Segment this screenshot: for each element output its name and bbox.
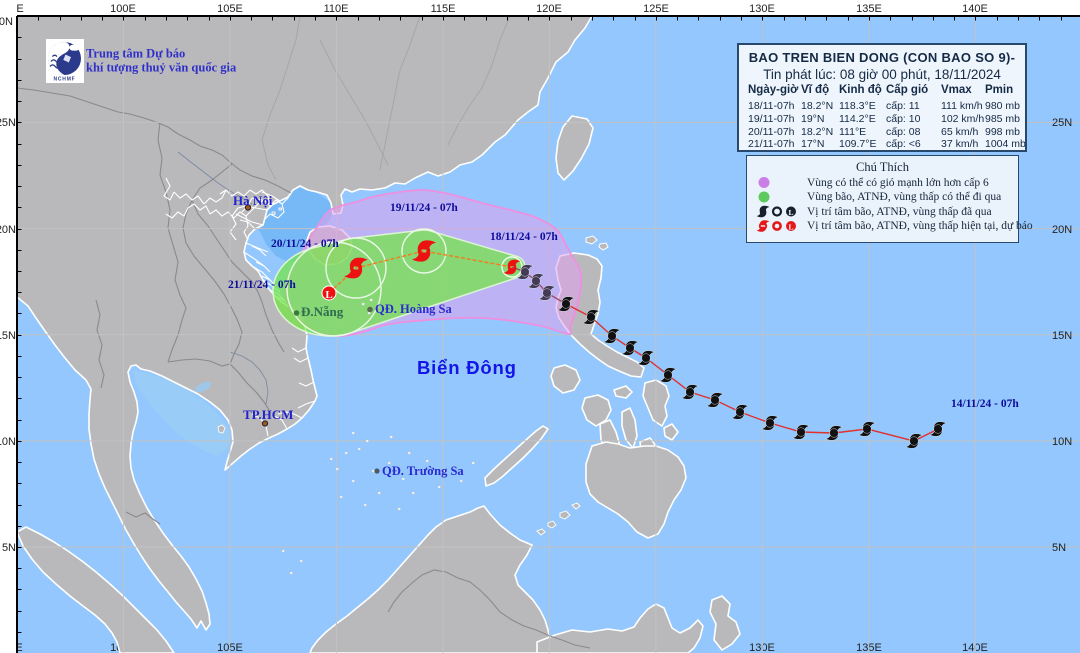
- svg-text:10N: 10N: [0, 436, 16, 448]
- svg-text:15N: 15N: [0, 330, 16, 342]
- svg-text:NCHMF: NCHMF: [53, 77, 75, 83]
- svg-text:20N: 20N: [0, 224, 16, 236]
- svg-text:QĐ. Hoàng Sa: QĐ. Hoàng Sa: [375, 302, 453, 316]
- svg-text:30N: 30N: [0, 16, 13, 28]
- svg-text:14/11/24 - 07h: 14/11/24 - 07h: [951, 398, 1019, 410]
- svg-text:khí tượng thuỷ văn quốc gia: khí tượng thuỷ văn quốc gia: [86, 61, 237, 75]
- svg-text:21/11/24 - 07h: 21/11/24 - 07h: [228, 279, 296, 291]
- svg-text:115E: 115E: [431, 3, 456, 15]
- svg-text:120E: 120E: [536, 3, 562, 15]
- svg-text:5N: 5N: [2, 542, 16, 554]
- svg-text:25N: 25N: [0, 117, 16, 129]
- svg-text:Đ.Nẵng: Đ.Nẵng: [301, 304, 344, 319]
- svg-text:Trung tâm Dự báo: Trung tâm Dự báo: [86, 47, 185, 61]
- svg-text:130E: 130E: [749, 3, 775, 15]
- svg-text:20/11/24 - 07h: 20/11/24 - 07h: [271, 238, 339, 250]
- svg-text:QĐ. Trường Sa: QĐ. Trường Sa: [382, 464, 464, 478]
- svg-text:15N: 15N: [1052, 330, 1072, 342]
- svg-text:135E: 135E: [856, 3, 882, 15]
- svg-text:L: L: [325, 289, 332, 301]
- svg-text:140E: 140E: [962, 3, 988, 15]
- svg-text:Hà Nội: Hà Nội: [233, 193, 273, 208]
- svg-text:100E: 100E: [110, 3, 136, 15]
- svg-text:25N: 25N: [1052, 117, 1072, 129]
- svg-text:E: E: [15, 642, 22, 653]
- svg-text:19/11/24 - 07h: 19/11/24 - 07h: [390, 202, 458, 214]
- svg-text:5N: 5N: [1052, 542, 1066, 554]
- svg-text:20N: 20N: [1052, 224, 1072, 236]
- svg-text:E: E: [16, 3, 23, 15]
- svg-text:10N: 10N: [1052, 436, 1072, 448]
- svg-text:125E: 125E: [643, 3, 669, 15]
- svg-text:L: L: [788, 208, 793, 217]
- svg-text:Biển Đông: Biển Đông: [417, 357, 517, 378]
- svg-text:TP.HCM: TP.HCM: [243, 407, 293, 422]
- svg-text:L: L: [788, 223, 793, 232]
- svg-text:105E: 105E: [217, 3, 243, 15]
- svg-text:110E: 110E: [324, 3, 349, 15]
- svg-text:18/11/24 - 07h: 18/11/24 - 07h: [490, 231, 558, 243]
